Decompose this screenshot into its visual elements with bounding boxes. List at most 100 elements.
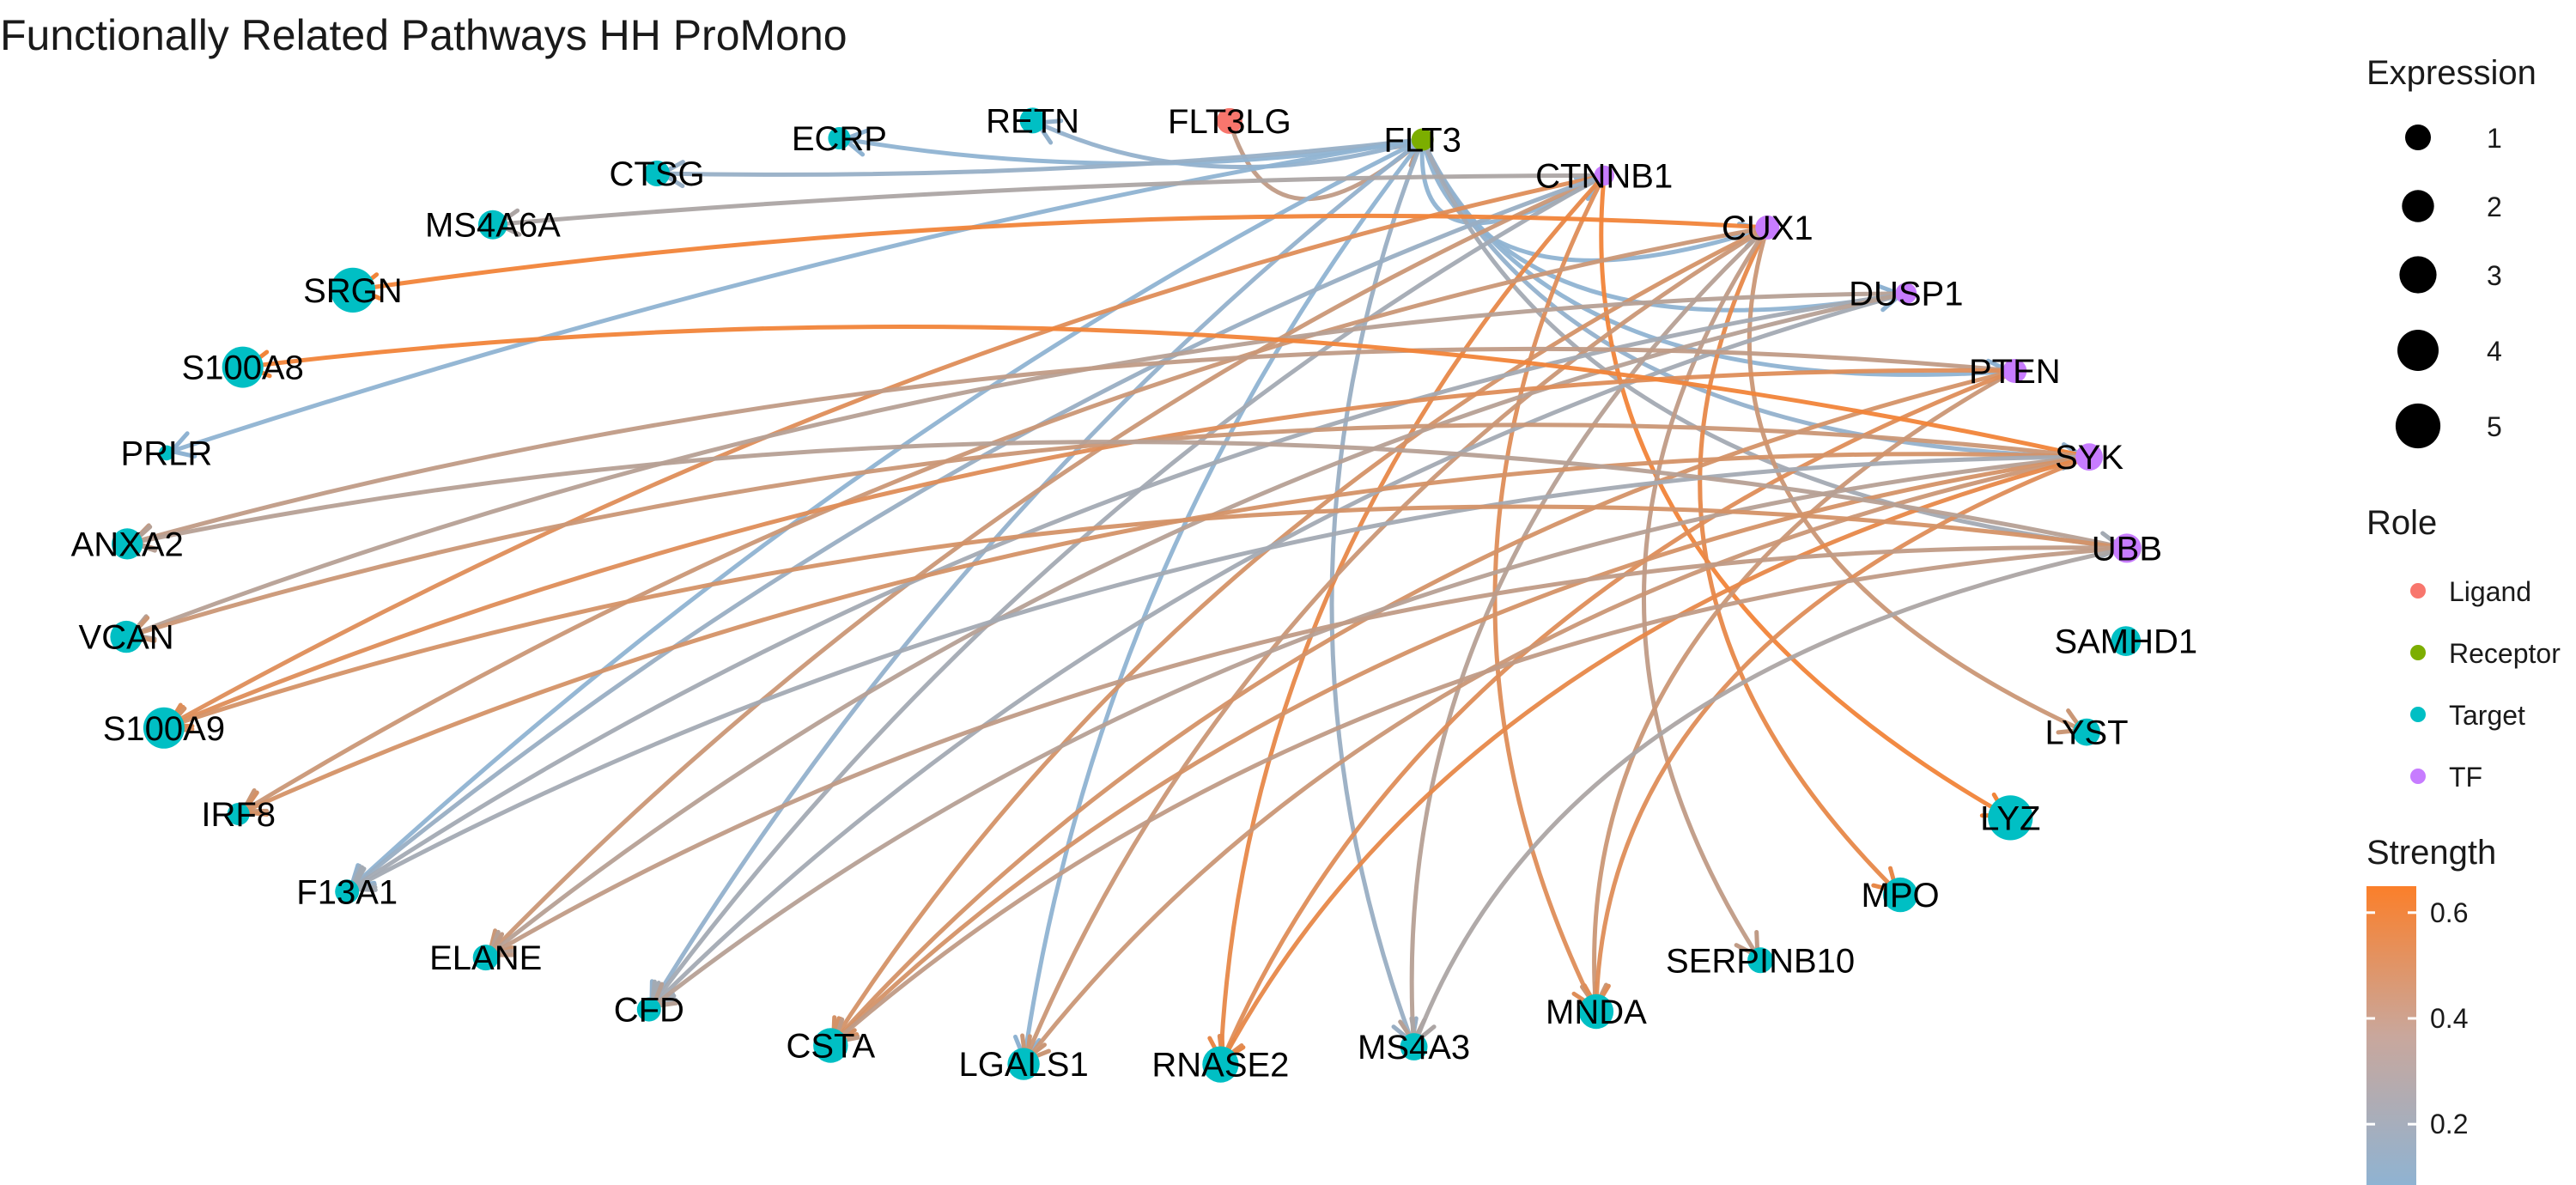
edge-CUX1-LYST: [1747, 227, 2088, 734]
node-label-ubb: UBB: [2092, 530, 2162, 568]
node-lgals1: [1007, 1048, 1040, 1080]
edge-SYK-LGALS1: [1022, 454, 2090, 1066]
edge-PTEN-S100A9: [162, 368, 2015, 731]
legend-strength-title: Strength: [2366, 834, 2496, 872]
node-anxa2: [112, 528, 143, 560]
edge-CTNNB1-ELANE: [483, 173, 1606, 959]
edge-CTNNB1-MS4A6A: [492, 173, 1605, 228]
node-label-lyz: LYZ: [1980, 799, 2040, 837]
node-ctnnb1: [1594, 165, 1614, 186]
node-irf8: [227, 803, 250, 825]
legend-expression-dot-5: [2395, 403, 2441, 449]
edge-PTEN-RNASE2: [1218, 368, 2016, 1066]
legend-role-label-target: Target: [2449, 700, 2525, 731]
node-label-ms4a6a: MS4A6A: [425, 207, 561, 245]
edge-FLT3-CUX1: [1420, 138, 1769, 263]
node-cux1: [1755, 215, 1780, 240]
strength-tick-label-0.6: 0.6: [2430, 897, 2468, 928]
node-ms4a6a: [477, 210, 507, 240]
network-graph: ECRP RETN FLT3LG FLT3 CTNNB1 CUX1 DUSP1 PTEN SYK…: [71, 102, 2198, 1084]
node-mpo: [1882, 877, 1918, 913]
edge-SYK-S100A8: [242, 324, 2090, 459]
node-label-anxa2: ANXA2: [71, 526, 184, 563]
edge-SYK-IRF8: [237, 452, 2090, 817]
edge-CTNNB1-F13A1: [345, 173, 1606, 894]
legend-expression-label-3: 3: [2487, 260, 2502, 291]
node-label-cux1: CUX1: [1722, 210, 1814, 247]
node-label-syk: SYK: [2055, 439, 2123, 477]
edge-PTEN-MNDA: [1592, 368, 2016, 1012]
node-s100a9: [143, 707, 185, 749]
legend-expression: Expression 1 2 3 4 5: [2366, 54, 2537, 449]
node-pten: [2002, 359, 2027, 383]
node-label-irf8: IRF8: [201, 796, 276, 834]
node-label-flt3lg: FLT3LG: [1168, 103, 1291, 141]
edge-UBB-ELANE: [484, 545, 2127, 960]
node-label-s100a9: S100A9: [103, 710, 225, 748]
edge-FLT3-RETN: [1031, 118, 1424, 169]
edge-CTNNB1-RNASE2: [1218, 173, 1607, 1065]
node-csta: [813, 1028, 848, 1063]
node-label-ctsg: CTSG: [610, 155, 705, 193]
node-syk: [2075, 443, 2104, 471]
edge-FLT3-CFD: [647, 137, 1425, 1011]
node-s100a8: [222, 346, 264, 388]
node-ms4a3: [1400, 1033, 1428, 1060]
strength-tick-label-0.2: 0.2: [2430, 1109, 2468, 1139]
legend-expression-dot-4: [2397, 330, 2439, 371]
legend-expression-dot-2: [2402, 190, 2434, 222]
node-label-vcan: VCAN: [79, 619, 174, 657]
edge-FLT3-LGALS1: [1021, 137, 1425, 1065]
node-label-samhd1: SAMHD1: [2054, 623, 2197, 661]
edge-DUSP1-VCAN: [125, 291, 1906, 639]
node-label-flt3: FLT3: [1384, 122, 1461, 160]
node-label-dusp1: DUSP1: [1849, 276, 1963, 313]
legend-expression-label-2: 2: [2487, 191, 2502, 222]
node-label-mpo: MPO: [1862, 877, 1940, 915]
node-label-csta: CSTA: [786, 1028, 875, 1066]
node-rnase2: [1202, 1046, 1239, 1083]
node-label-ms4a3: MS4A3: [1358, 1029, 1470, 1066]
node-label-s100a8: S100A8: [182, 349, 304, 387]
edge-CUX1-SRGN: [352, 213, 1768, 293]
edge-FLT3-CTSG: [657, 137, 1423, 177]
edge-SYK-VCAN: [125, 422, 2090, 639]
node-label-cfd: CFD: [614, 992, 684, 1030]
node-label-elane: ELANE: [429, 939, 542, 977]
node-label-mnda: MNDA: [1546, 994, 1647, 1031]
legend-expression-dot-3: [2399, 256, 2437, 294]
edge-FLT3-MS4A3: [1329, 138, 1425, 1048]
node-flt3lg: [1216, 107, 1242, 134]
edge-SYK-CFD: [647, 454, 2090, 1012]
node-vcan: [110, 620, 143, 653]
node-label-lgals1: LGALS1: [958, 1046, 1088, 1084]
edge-DUSP1-F13A1: [345, 291, 1907, 894]
edge-UBB-ANXA2: [126, 440, 2128, 550]
node-elane: [472, 945, 499, 971]
node-srgn: [330, 267, 375, 313]
node-label-ctnnb1: CTNNB1: [1535, 157, 1673, 195]
edge-UBB-MS4A3: [1412, 545, 2128, 1048]
edge-FLT3-PRLR: [166, 137, 1424, 455]
node-label-srgn: SRGN: [303, 272, 403, 310]
chart-title: Functionally Related Pathways HH ProMono: [0, 11, 848, 59]
legend-role-label-ligand: Ligand: [2449, 576, 2531, 607]
node-label-lyst: LYST: [2045, 714, 2129, 752]
legend-expression-label-1: 1: [2487, 123, 2502, 154]
legend-role-dot-ligand: [2410, 583, 2426, 599]
labels-layer: ECRP RETN FLT3LG FLT3 CTNNB1 CUX1 DUSP1 PTEN SYK…: [71, 102, 2198, 1084]
nodes-layer: [110, 107, 2142, 1083]
legend-role-label-receptor: Receptor: [2449, 638, 2561, 669]
node-label-retn: RETN: [986, 102, 1079, 140]
node-label-pten: PTEN: [1969, 353, 2061, 391]
edge-UBB-S100A9: [163, 504, 2128, 731]
edge-DUSP1-ELANE: [484, 291, 1907, 960]
legend-strength: Strength 0.2 0.4 0.6: [2366, 834, 2496, 1185]
edge-CUX1-MS4A3: [1409, 226, 1770, 1048]
edge-CUX1-CSTA: [829, 225, 1769, 1047]
node-serpinb10: [1747, 947, 1774, 974]
edge-CUX1-LGALS1: [1021, 225, 1769, 1066]
node-dusp1: [1895, 283, 1917, 305]
legend-role-dot-tf: [2410, 769, 2426, 784]
legend-expression-label-4: 4: [2487, 336, 2502, 367]
